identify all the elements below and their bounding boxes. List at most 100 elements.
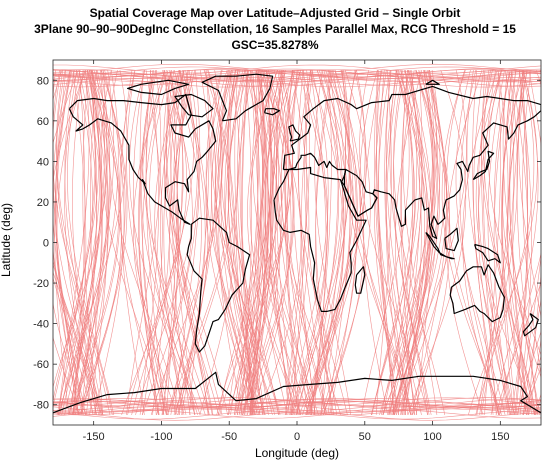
- x-tick-label: 50: [359, 431, 371, 443]
- coverage-track: [162, 70, 178, 415]
- y-tick-label: 60: [37, 116, 49, 128]
- coverage-track: [227, 70, 273, 415]
- coverage-track: [53, 397, 541, 407]
- y-axis-label: Latitude (deg): [0, 202, 13, 278]
- coverage-track: [205, 70, 265, 415]
- coverage-track: [53, 251, 83, 415]
- coastline-greenland: [201, 73, 274, 122]
- coverage-track: [378, 70, 412, 415]
- coverage-track: [53, 401, 541, 410]
- coverage-track: [323, 70, 371, 415]
- x-tick-label: 0: [294, 431, 300, 443]
- y-tick-label: -20: [33, 278, 49, 290]
- coverage-track: [402, 70, 423, 415]
- coverage-track: [298, 70, 348, 415]
- coverage-track: [53, 78, 541, 88]
- coverage-track: [292, 70, 343, 415]
- coverage-track: [303, 70, 333, 415]
- coverage-track: [53, 259, 98, 415]
- coverage-track: [476, 70, 515, 415]
- coverage-track: [141, 70, 201, 415]
- coastline-iceland: [263, 108, 280, 116]
- coverage-track: [402, 70, 438, 415]
- coverage-track: [242, 70, 255, 415]
- coverage-track: [166, 70, 210, 415]
- coverage-track: [285, 70, 328, 415]
- coverage-track: [446, 70, 484, 415]
- coverage-track: [310, 70, 339, 415]
- coverage-track: [53, 73, 541, 83]
- y-tick-label: -40: [33, 319, 49, 331]
- coastline-borneo: [444, 227, 459, 252]
- coverage-track: [315, 70, 338, 415]
- coverage-track: [374, 70, 400, 415]
- coverage-track: [252, 70, 312, 415]
- coverage-track: [132, 70, 164, 415]
- x-tick-label: -150: [83, 431, 105, 443]
- coverage-track: [344, 70, 413, 415]
- coverage-track: [477, 70, 515, 415]
- coverage-track: [517, 70, 532, 415]
- coverage-track: [189, 70, 210, 415]
- coverage-track: [389, 70, 433, 415]
- coverage-track: [53, 411, 541, 421]
- coverage-track: [71, 70, 121, 415]
- coverage-track: [493, 70, 511, 415]
- coverage-track: [389, 70, 430, 415]
- coverage-track: [284, 70, 313, 415]
- coverage-track: [395, 70, 422, 415]
- coverage-track: [241, 69, 295, 416]
- coverage-track: [53, 73, 541, 83]
- chart-title-line-3: GSC=35.8278%: [231, 38, 319, 52]
- coverage-track: [247, 69, 299, 416]
- coverage-track: [145, 70, 165, 415]
- coverage-track: [53, 70, 103, 415]
- coverage-track: [249, 70, 302, 415]
- coverage-track: [215, 70, 260, 415]
- coverage-track: [314, 70, 351, 415]
- coverage-track: [386, 70, 406, 415]
- coverage-track: [388, 70, 428, 415]
- coverage-track: [329, 70, 358, 415]
- coverage-track: [516, 330, 541, 415]
- coverage-track: [53, 69, 541, 79]
- coverage-track: [274, 70, 290, 415]
- coverage-track: [347, 70, 411, 415]
- coverage-track: [126, 70, 169, 415]
- coverage-track: [490, 70, 539, 415]
- coverage-track: [167, 70, 202, 415]
- coverage-track: [394, 70, 448, 415]
- coverage-track: [459, 70, 499, 415]
- coverage-track: [393, 70, 446, 415]
- coverage-track: [401, 70, 429, 415]
- coverage-track: [446, 70, 501, 415]
- coastline-australia: [449, 264, 505, 323]
- coastline-svalbard-ne: [425, 79, 440, 85]
- coverage-track: [473, 70, 499, 415]
- coverage-track: [495, 281, 541, 415]
- coverage-track: [53, 404, 541, 413]
- coverage-track: [280, 70, 341, 415]
- y-tick-label: -60: [33, 359, 49, 371]
- coverage-track: [441, 70, 502, 415]
- coverage-track: [138, 70, 160, 415]
- coverage-track: [199, 70, 235, 415]
- coverage-track: [396, 69, 450, 416]
- coverage-track: [173, 70, 201, 415]
- coverage-track: [253, 70, 269, 415]
- coastline-arctic-islands: [127, 79, 190, 96]
- coverage-track: [53, 398, 541, 407]
- coverage-track: [89, 70, 109, 415]
- coverage-track: [67, 70, 115, 415]
- coverage-track: [509, 70, 529, 415]
- coverage-track: [400, 70, 439, 415]
- coverage-track: [246, 70, 264, 415]
- coastline-north-america: [68, 93, 217, 225]
- x-axis-label: Longitude (deg): [254, 446, 340, 460]
- coverage-track: [58, 70, 96, 415]
- coverage-track: [307, 70, 351, 415]
- coverage-track: [286, 70, 329, 415]
- chart-title-line-2: 3Plane 90–90–90DegInc Constellation, 16 …: [34, 22, 516, 36]
- coverage-track: [488, 70, 541, 356]
- coverage-track: [59, 70, 128, 415]
